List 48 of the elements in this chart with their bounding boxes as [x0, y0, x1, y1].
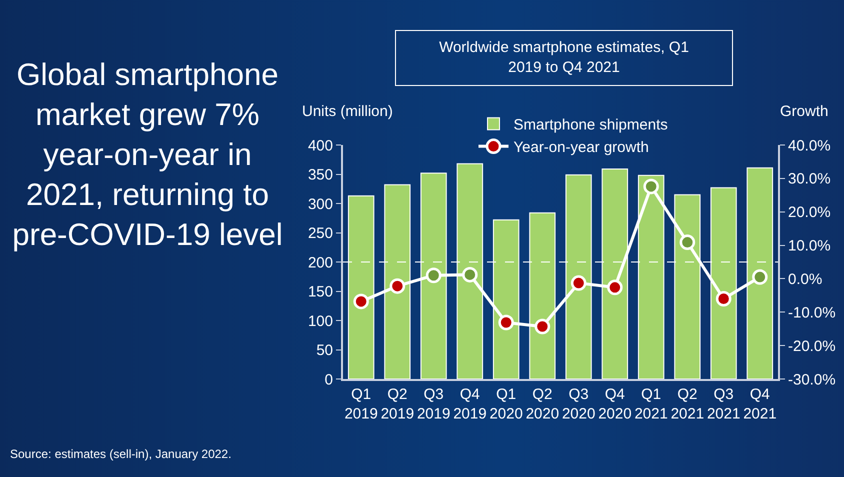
- chart-title: Global smartphone market grew 7% year-on-year in 2021, returning to pre-COVID-19 level: [11, 56, 284, 254]
- x-tick-label: Q4 2019: [453, 386, 487, 422]
- y-axis-title: Units (million): [302, 103, 393, 120]
- y-tick-label: 200: [308, 254, 333, 272]
- y2-tick-label: 10.0%: [788, 238, 831, 255]
- x-tick-label: Q3 2021: [706, 386, 740, 422]
- y2-tick-label: 40.0%: [788, 137, 831, 154]
- source-note: Source: estimates (sell-in), January 2022.: [10, 447, 232, 461]
- legend-label: Year-on-year growth: [514, 139, 649, 156]
- y2-tick-label: 30.0%: [788, 170, 831, 188]
- x-tick-label: Q3 2020: [562, 386, 596, 422]
- point: [680, 234, 696, 250]
- y-tick-label: 150: [308, 284, 333, 300]
- point: [498, 314, 514, 330]
- x-tick-label: Q3 2019: [416, 386, 450, 422]
- y-tick-label: 250: [308, 225, 333, 242]
- y2-tick-label: -30.0%: [788, 371, 836, 388]
- point: [353, 294, 369, 310]
- point: [752, 269, 768, 285]
- point: [462, 266, 478, 282]
- y2-tick-label: -10.0%: [788, 304, 836, 322]
- x-tick-label: Q2 2020: [526, 386, 560, 422]
- point: [643, 178, 659, 194]
- point: [390, 278, 406, 294]
- point: [716, 291, 732, 307]
- x-tick-label: Q2 2021: [670, 386, 704, 422]
- y-tick-label: 400: [308, 137, 333, 154]
- x-tick-label: Q1 2020: [489, 386, 523, 422]
- y-tick-label: 0: [324, 371, 333, 388]
- x-tick-label: Q1 2021: [634, 386, 668, 422]
- x-tick-label: Q1 2019: [344, 386, 378, 422]
- point: [570, 275, 586, 291]
- x-tick-label: Q4 2020: [598, 386, 632, 422]
- point: [534, 318, 550, 334]
- x-tick-label: Q4 2021: [743, 386, 777, 422]
- y2-tick-label: 20.0%: [788, 204, 831, 222]
- y-tick-label: 50: [316, 342, 333, 359]
- y2-tick-label: 0.0%: [788, 270, 822, 288]
- y2-axis-title: Growth: [780, 103, 828, 120]
- point: [607, 280, 623, 296]
- y-tick-label: 300: [308, 196, 333, 213]
- chart-subtitle: Worldwide smartphone estimates, Q1 2019 to Q4 2021: [395, 30, 733, 86]
- point: [426, 268, 442, 284]
- y-tick-label: 100: [308, 312, 333, 330]
- y2-tick-label: -20.0%: [788, 338, 836, 355]
- legend-label: Smartphone shipments: [514, 116, 668, 134]
- x-tick-label: Q2 2019: [380, 386, 414, 422]
- y-tick-label: 350: [308, 166, 333, 184]
